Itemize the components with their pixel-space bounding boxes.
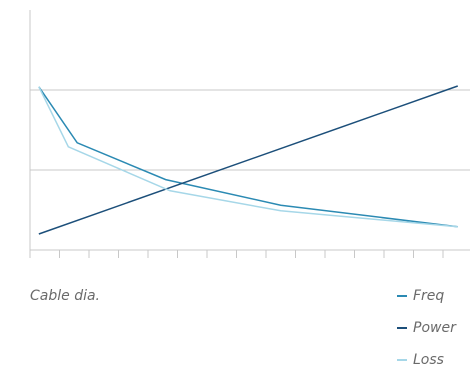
x-axis-label: Cable dia. — [30, 288, 100, 304]
line-series — [38, 86, 458, 228]
line-series — [38, 86, 458, 228]
line-series — [38, 85, 458, 235]
legend-label: Loss — [413, 352, 444, 368]
legend-label: Power — [413, 320, 457, 336]
legend-label: Freq — [413, 288, 444, 304]
